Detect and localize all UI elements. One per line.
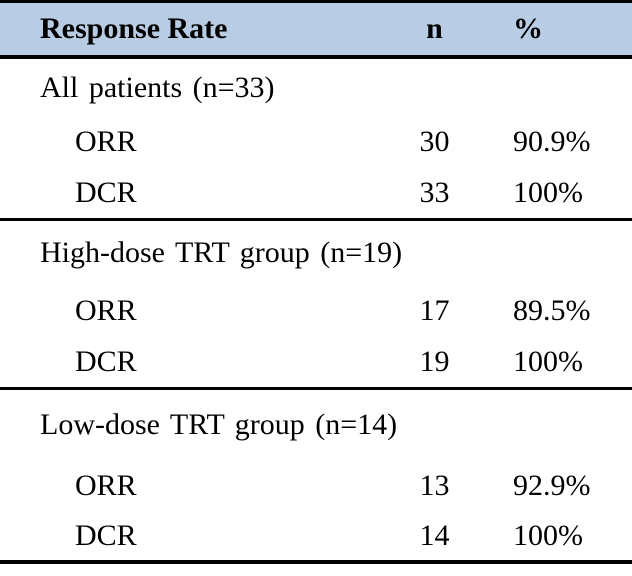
row-n-value: 30	[419, 124, 450, 158]
table-row: ORR 17 89.5%	[0, 285, 632, 337]
row-n-value: 14	[419, 519, 450, 553]
row-pct-value: 100%	[513, 345, 583, 379]
section-low-dose-trt: Low-dose TRT group (n=14) ORR 13 92.9% D…	[0, 390, 632, 564]
section-label-row: All patients (n=33)	[0, 59, 632, 116]
header-response-rate: Response Rate	[40, 12, 228, 46]
table-row: DCR 19 100%	[0, 337, 632, 387]
header-percent: %	[513, 12, 543, 46]
row-label: ORR	[75, 294, 137, 328]
row-pct-value: 100%	[513, 175, 583, 209]
row-label: ORR	[75, 469, 137, 503]
section-label-row: High-dose TRT group (n=19)	[0, 221, 632, 285]
row-pct-value: 100%	[513, 519, 583, 553]
row-label: ORR	[75, 124, 137, 158]
table-row: DCR 14 100%	[0, 512, 632, 560]
table-row: ORR 30 90.9%	[0, 116, 632, 167]
section-label: High-dose TRT group (n=19)	[40, 236, 403, 270]
row-n-value: 33	[419, 175, 450, 209]
row-n-value: 19	[419, 345, 450, 379]
section-label-row: Low-dose TRT group (n=14)	[0, 390, 632, 460]
row-label: DCR	[75, 175, 137, 209]
row-pct-value: 92.9%	[513, 469, 591, 503]
table-row: ORR 13 92.9%	[0, 460, 632, 512]
row-pct-value: 89.5%	[513, 294, 591, 328]
section-high-dose-trt: High-dose TRT group (n=19) ORR 17 89.5% …	[0, 221, 632, 390]
section-all-patients: All patients (n=33) ORR 30 90.9% DCR 33 …	[0, 59, 632, 221]
section-label: Low-dose TRT group (n=14)	[40, 408, 398, 442]
row-n-value: 13	[419, 469, 450, 503]
row-pct-value: 90.9%	[513, 124, 591, 158]
header-n: n	[426, 12, 443, 46]
row-n-value: 17	[419, 294, 450, 328]
row-label: DCR	[75, 345, 137, 379]
row-label: DCR	[75, 519, 137, 553]
section-label: All patients (n=33)	[40, 70, 275, 104]
table-header-row: Response Rate n %	[0, 0, 632, 59]
table-row: DCR 33 100%	[0, 167, 632, 218]
